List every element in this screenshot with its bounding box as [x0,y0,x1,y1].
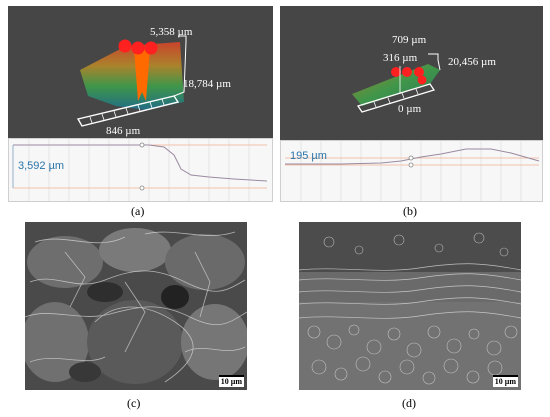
caption-a: (a) [131,204,145,218]
peak-a [134,48,150,101]
label-a-top: 5,358 µm [150,26,193,38]
marker-a-3 [144,41,158,55]
profile-b-label: 195 µm [290,150,327,162]
panel-b-3d-view: 709 µm 316 µm 20,456 µm 0 µm [280,6,543,140]
axis-a-right [173,90,185,97]
caption-d: (d) [402,396,416,410]
caption-b: (b) [403,204,417,218]
label-b-bottom: 0 µm [398,103,422,115]
marker-a-1 [118,39,132,53]
label-b-mid: 316 µm [383,52,418,64]
panel-d-texture [299,222,521,390]
label-b-right: 20,456 µm [448,56,496,68]
profile-a-line [13,144,268,182]
marker-b-4 [417,75,427,85]
panel-a-3d-view: 5,358 µm 18,784 µm 846 µm [8,6,273,138]
panel-a-3d-svg [76,35,187,127]
panel-a-profile-svg [12,139,268,201]
scale-bar-c: 10 µm [218,375,244,387]
axis-a-top [178,35,187,42]
profile-a-label: 3,592 µm [18,160,65,172]
panel-b-3d-svg [352,53,441,113]
panel-b-profile: 195 µm [280,140,543,202]
axis-a-vertical [183,41,187,93]
surface-a [80,42,184,110]
profile-b-line [285,148,540,165]
label-b-top: 709 µm [392,34,427,46]
panel-c-texture [25,222,247,390]
marker-b-3 [414,67,424,77]
axis-b-top [428,53,439,60]
panel-a-profile: 3,592 µm [8,138,273,202]
marker-b-2 [402,67,412,77]
label-a-bottom: 846 µm [106,125,141,137]
label-a-right: 18,784 µm [183,78,231,90]
marker-b-1 [391,67,401,77]
axis-b-base [356,83,436,113]
panel-d-sem-image: 10 µm [299,222,521,390]
axis-b-vertical [437,59,441,71]
panel-c-sem-image: 10 µm [25,222,247,390]
scale-bar-d: 10 µm [492,375,518,387]
marker-a-2 [131,41,145,55]
panel-b-profile-svg [285,141,540,201]
axis-a-base [76,95,180,127]
caption-c: (c) [127,396,141,410]
